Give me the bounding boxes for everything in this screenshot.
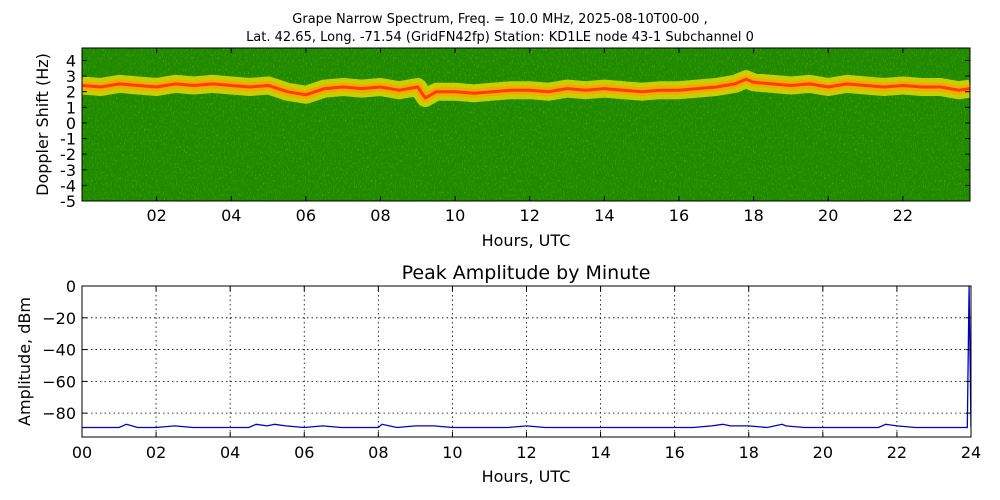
amplitude-y-tick: −40: [42, 341, 971, 360]
spectrogram-y-tick: 1: [66, 98, 970, 117]
spectrogram-x-tick-label: 10: [445, 206, 465, 225]
spectrogram-x-tick: 12: [520, 48, 540, 225]
amplitude-panel: Peak Amplitude by Minute 00 02 04 06 08 10 12 1…: [15, 262, 981, 486]
spectrogram-x-tick-label: 02: [146, 206, 166, 225]
amplitude-x-tick-label: 06: [294, 443, 314, 462]
amplitude-x-tick: 02: [146, 286, 166, 462]
spectrogram-y-tick-label: -5: [60, 192, 76, 211]
amplitude-x-tick: 06: [294, 286, 314, 462]
amplitude-x-tick-label: 10: [442, 443, 462, 462]
amplitude-x-tick-label: 24: [961, 443, 981, 462]
spectrogram-x-axis-label: Hours, UTC: [482, 231, 571, 250]
spectrogram-x-tick-label: 06: [296, 206, 316, 225]
spectrogram-y-tick: 4: [66, 51, 970, 70]
spectrogram-y-tick-label: -3: [60, 161, 76, 180]
amplitude-x-ticks: 00 02 04 06 08 10 12 14 16 18 20 22 24: [72, 286, 981, 462]
spectrogram-y-tick: -1: [60, 130, 970, 149]
spectrogram-x-tick-label: 22: [893, 206, 913, 225]
spectrogram-y-tick-label: 2: [66, 83, 76, 102]
amplitude-x-tick: 22: [887, 286, 907, 462]
spectrogram-x-tick: 20: [818, 48, 838, 225]
amplitude-x-tick-label: 18: [739, 443, 759, 462]
spectrogram-x-tick-label: 16: [669, 206, 689, 225]
amplitude-grid: [81, 285, 972, 437]
amplitude-y-ticks: 0 −20 −40 −60 −80: [42, 277, 971, 423]
spectrogram-y-tick-label: -1: [60, 130, 76, 149]
spectrogram-x-tick-label: 14: [594, 206, 614, 225]
amplitude-x-tick-label: 00: [72, 443, 92, 462]
amplitude-x-axis-label: Hours, UTC: [482, 467, 571, 486]
spectrogram-y-tick: 2: [66, 83, 970, 102]
spectrogram-x-tick: 06: [296, 48, 316, 225]
spectrogram-x-tick: 10: [445, 48, 465, 225]
spectrogram-x-tick: 22: [893, 48, 913, 225]
amplitude-x-tick-label: 02: [146, 443, 166, 462]
spectrogram-y-tick: -4: [60, 176, 970, 195]
spectrogram-y-tick-label: 0: [66, 114, 76, 133]
amplitude-x-tick-label: 20: [813, 443, 833, 462]
spectrogram-x-ticks: 02 04 06 08 10 12 14 16 18 20 22: [146, 48, 913, 225]
spectrogram-x-tick: 04: [221, 48, 241, 225]
amplitude-chart-title: Peak Amplitude by Minute: [402, 262, 651, 284]
spectrogram-y-tick: 0: [66, 114, 970, 133]
spectrogram-x-tick-label: 20: [818, 206, 838, 225]
spectrogram-noise: [82, 48, 970, 201]
amplitude-x-tick: 10: [442, 286, 463, 462]
spectrogram-x-tick-label: 12: [520, 206, 540, 225]
amplitude-x-tick-label: 16: [664, 443, 684, 462]
spectrogram-y-tick-label: -2: [60, 145, 76, 164]
spectrogram-x-tick: 08: [370, 48, 391, 225]
amplitude-y-tick: −20: [42, 309, 971, 328]
amplitude-series-line: [82, 286, 971, 429]
amplitude-y-tick-label: 0: [66, 277, 76, 296]
signal-trace: [82, 77, 970, 100]
amplitude-x-tick: 00: [72, 286, 92, 462]
spectrogram-x-tick: 18: [743, 48, 764, 225]
amplitude-x-tick: 04: [220, 286, 240, 462]
spectrogram-y-tick-label: 1: [66, 98, 76, 117]
spectrogram-y-tick: 3: [66, 67, 970, 86]
amplitude-x-tick-label: 08: [368, 443, 388, 462]
amplitude-x-tick: 20: [813, 286, 833, 462]
amplitude-y-tick-label: −80: [42, 404, 76, 423]
amplitude-y-tick: −60: [42, 372, 971, 391]
amplitude-x-tick: 14: [590, 286, 611, 462]
amplitude-x-tick: 12: [516, 286, 537, 462]
amplitude-x-tick: 24: [961, 286, 981, 462]
amplitude-x-tick: 18: [739, 286, 759, 462]
spectrogram-x-tick-label: 04: [221, 206, 241, 225]
spectrogram-x-tick-label: 08: [370, 206, 390, 225]
spectrogram-x-tick-label: 18: [743, 206, 763, 225]
amplitude-x-tick-label: 04: [220, 443, 240, 462]
spectrogram-x-tick: 02: [146, 48, 167, 225]
spectrogram-y-tick-label: 4: [66, 51, 76, 70]
amplitude-x-tick: 08: [368, 286, 389, 462]
figure-title-line-2: Lat. 42.65, Long. -71.54 (GridFN42fp) St…: [246, 30, 754, 45]
spectrogram-y-tick: -5: [60, 192, 970, 211]
amplitude-y-axis-label: Amplitude, dBm: [15, 297, 34, 426]
spectrogram-y-axis-label: Doppler Shift (Hz): [33, 53, 52, 196]
spectrogram-frame: [81, 47, 971, 202]
spectrogram-y-tick-label: -4: [60, 176, 76, 195]
spectrogram-y-tick: -2: [60, 145, 970, 164]
spectrogram-x-tick: 14: [594, 48, 615, 225]
amplitude-y-tick: 0: [66, 277, 971, 296]
spectrogram-y-tick: -3: [60, 161, 970, 180]
amplitude-x-tick-label: 12: [516, 443, 536, 462]
amplitude-x-tick: 16: [664, 286, 685, 462]
amplitude-y-tick: −80: [42, 404, 971, 423]
spectrogram-y-tick-label: 3: [66, 67, 76, 86]
amplitude-y-tick-label: −20: [42, 309, 76, 328]
spectrogram-x-tick: 16: [669, 48, 689, 225]
amplitude-x-tick-label: 22: [887, 443, 907, 462]
amplitude-y-tick-label: −60: [42, 372, 76, 391]
amplitude-x-tick-label: 14: [590, 443, 610, 462]
amplitude-y-tick-label: −40: [42, 341, 76, 360]
figure-title-line-1: Grape Narrow Spectrum, Freq. = 10.0 MHz,…: [292, 12, 708, 27]
